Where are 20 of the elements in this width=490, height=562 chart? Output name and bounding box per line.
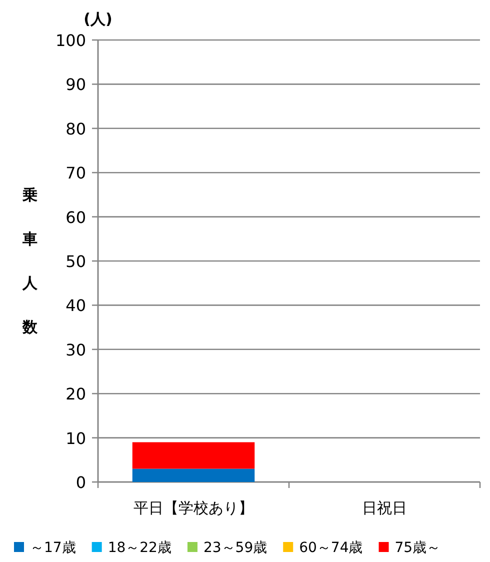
legend-label: 18～22歳 [108, 540, 172, 556]
y-tick-label: 30 [66, 340, 86, 360]
legend-label: ～17歳 [30, 540, 76, 556]
x-tick-label: 日祝日 [362, 499, 407, 517]
y-tick-label: 60 [66, 208, 86, 227]
legend-label: 60～74歳 [299, 540, 363, 556]
x-tick-label: 平日【学校あり】 [134, 499, 254, 517]
y-tick-label: 0 [76, 473, 86, 492]
legend-label: 23～59歳 [203, 540, 268, 556]
y-tick-label: 10 [66, 428, 86, 448]
y-tick-label: 70 [66, 164, 86, 183]
legend-label: 75歳～ [394, 540, 441, 556]
y-tick-label: 40 [66, 296, 86, 316]
y-tick-label: 50 [66, 252, 86, 271]
y-tick-label: 90 [66, 75, 86, 94]
y-tick-label: 100 [55, 31, 86, 50]
y-tick-label: 20 [66, 384, 86, 404]
text: 乗車人数 [22, 186, 38, 336]
y-tick-label: 80 [66, 119, 86, 138]
text: (人) [84, 10, 112, 28]
